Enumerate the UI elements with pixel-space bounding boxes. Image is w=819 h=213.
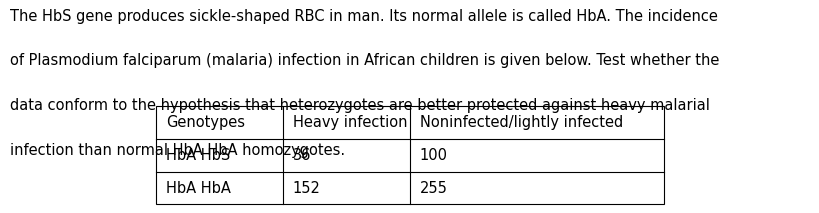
Text: of Plasmodium falciparum (malaria) infection in African children is given below.: of Plasmodium falciparum (malaria) infec…: [10, 53, 718, 68]
Text: 152: 152: [292, 181, 320, 196]
Text: The HbS gene produces sickle-shaped RBC in man. Its normal allele is called HbA.: The HbS gene produces sickle-shaped RBC …: [10, 9, 717, 23]
Text: infection than normal HbA HbA homozygotes.: infection than normal HbA HbA homozygote…: [10, 143, 345, 158]
Text: 255: 255: [419, 181, 447, 196]
Text: Noninfected/lightly infected: Noninfected/lightly infected: [419, 115, 622, 130]
Text: Genotypes: Genotypes: [165, 115, 244, 130]
Text: HbA HbS: HbA HbS: [165, 148, 229, 163]
Text: Heavy infection: Heavy infection: [292, 115, 407, 130]
Text: HbA HbA: HbA HbA: [165, 181, 230, 196]
Text: data conform to the hypothesis that heterozygotes are better protected against h: data conform to the hypothesis that hete…: [10, 98, 709, 113]
Text: 100: 100: [419, 148, 447, 163]
Text: 36: 36: [292, 148, 310, 163]
Bar: [156, 106, 663, 204]
